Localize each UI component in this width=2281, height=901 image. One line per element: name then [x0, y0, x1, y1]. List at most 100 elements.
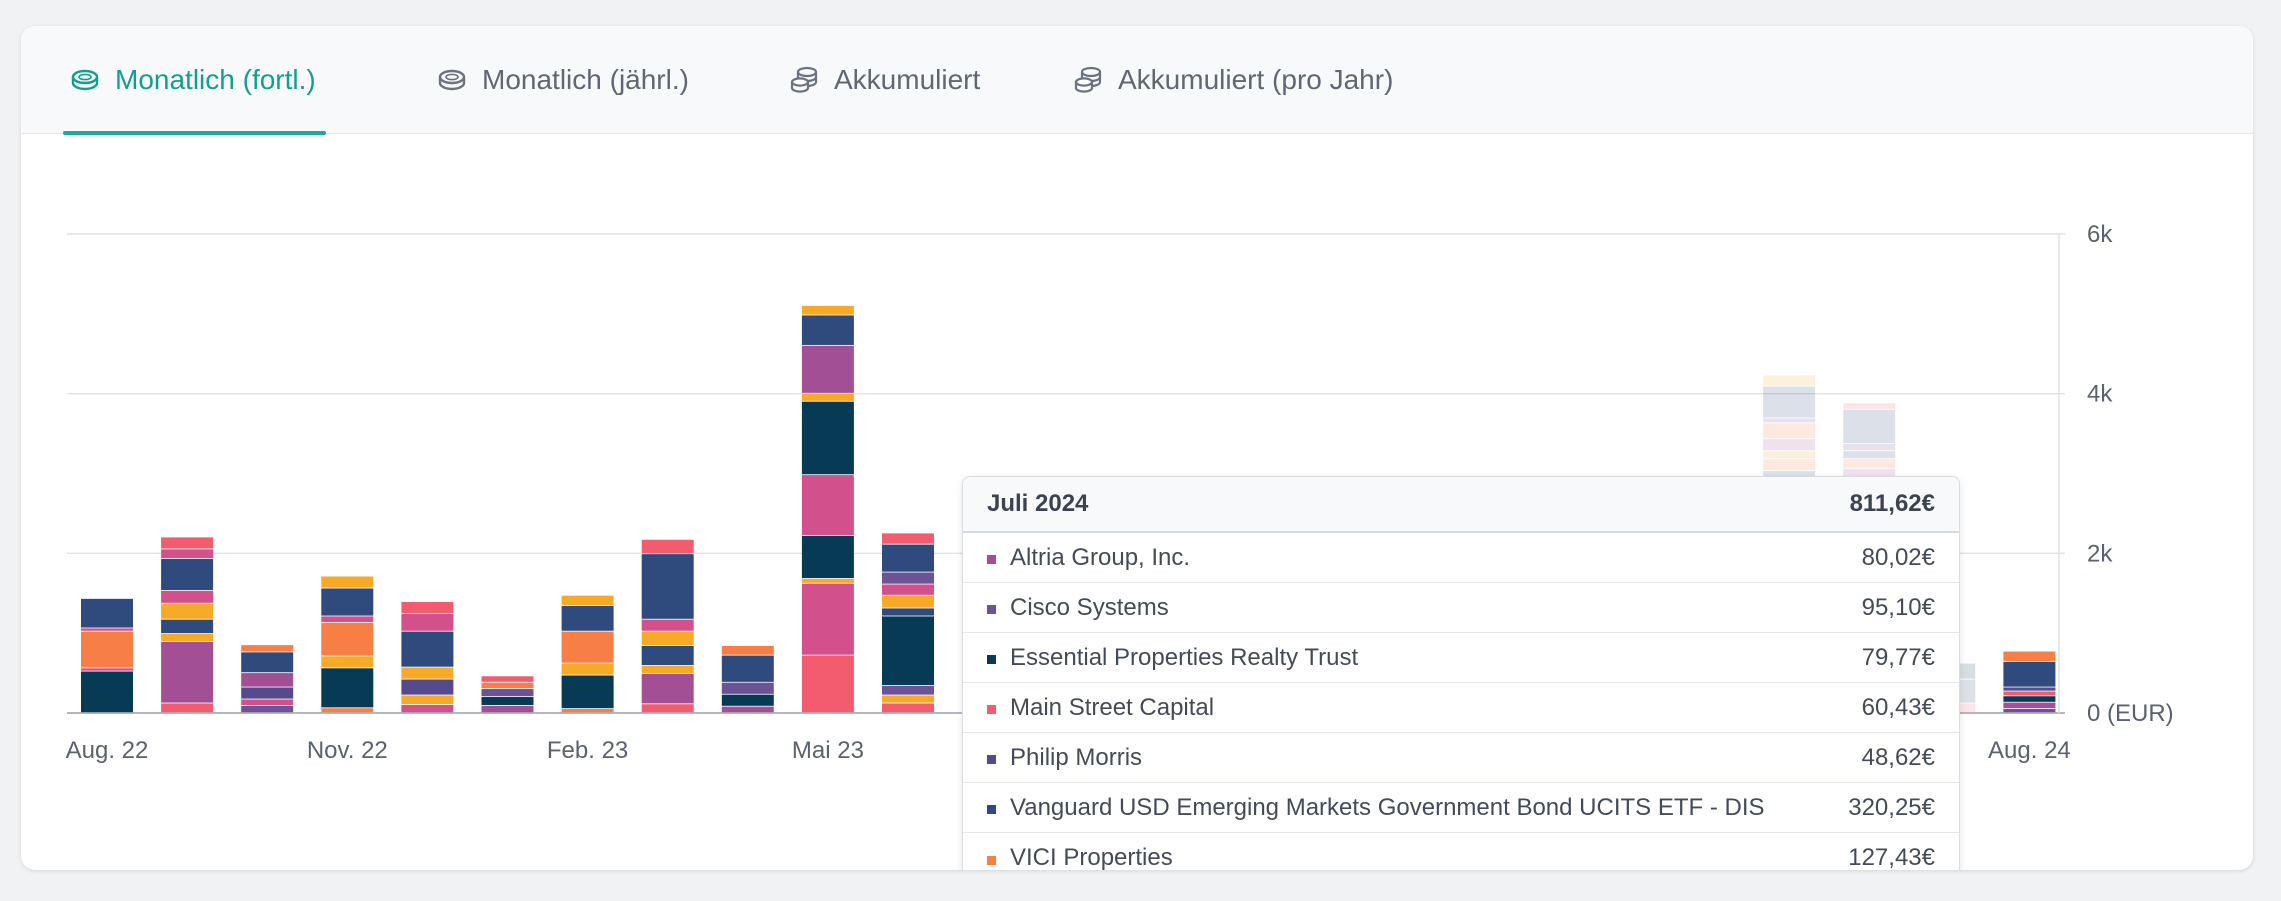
tooltip-row-name: Main Street Capital	[1010, 693, 1215, 721]
bar-segment	[241, 687, 294, 699]
y-tick-label: 0 (EUR)	[2087, 700, 2174, 727]
tooltip-row-value: 48,62€	[1861, 743, 1935, 771]
bar-segment	[1763, 386, 1816, 418]
bar-segment	[882, 703, 934, 713]
bar-segment	[321, 668, 374, 708]
bar-stack	[481, 676, 534, 713]
bar-segment	[801, 305, 854, 315]
bar-segment	[801, 535, 854, 579]
bar-segment	[1763, 451, 1816, 459]
bar-stack	[721, 645, 774, 713]
tooltip-row: Cisco Systems 95,10€	[963, 583, 1959, 633]
bar-segment	[561, 631, 614, 663]
bar-segment	[481, 697, 534, 706]
dividend-card: Monatlich (fortl.) Monatlich (jährl.) Ak…	[21, 26, 2253, 870]
tab-akkumuliert-pro-jahr[interactable]: Akkumuliert (pro Jahr)	[1072, 26, 1393, 134]
bar-segment	[721, 694, 774, 706]
bar-segment	[641, 554, 694, 619]
bar-stack	[801, 305, 854, 713]
legend-swatch	[987, 855, 996, 865]
bar-segment	[882, 595, 934, 608]
tooltip-row-name: VICI Properties	[1010, 844, 1173, 870]
tooltip-row-value: 80,02€	[1861, 543, 1935, 571]
bar-stack	[641, 539, 694, 713]
bar-segment	[241, 699, 294, 706]
bar-segment	[161, 590, 214, 603]
tooltip-row: Philip Morris 48,62€	[963, 733, 1959, 783]
tab-bar: Monatlich (fortl.) Monatlich (jährl.) Ak…	[21, 26, 2253, 135]
tooltip-row-name: Philip Morris	[1010, 743, 1143, 771]
bar-segment	[1843, 468, 1896, 481]
bar-segment	[1763, 423, 1816, 439]
tab-monatlich-fortl[interactable]: Monatlich (fortl.)	[63, 26, 326, 135]
bar-segment	[321, 708, 374, 713]
bar-segment	[481, 705, 534, 713]
legend-swatch	[987, 705, 996, 714]
tooltip-row-value: 320,25€	[1848, 793, 1935, 821]
y-tick-label: 4k	[2087, 381, 2113, 408]
bar-segment	[321, 576, 374, 588]
bar-segment	[1763, 375, 1816, 386]
x-tick-label: Mai 23	[792, 737, 864, 764]
bar-segment	[721, 645, 774, 655]
legend-swatch	[987, 605, 996, 614]
tooltip-row: VICI Properties 127,43€	[963, 833, 1959, 870]
x-tick-label: Feb. 23	[547, 737, 628, 764]
bar-segment	[2003, 696, 2056, 702]
bar-segment	[641, 704, 694, 713]
tab-akkumuliert[interactable]: Akkumuliert	[788, 26, 980, 134]
legend-swatch	[987, 805, 996, 814]
tab-label: Akkumuliert (pro Jahr)	[1118, 64, 1394, 95]
bar-segment	[481, 689, 534, 697]
bar-stack	[321, 576, 374, 713]
bar-segment	[481, 682, 534, 689]
x-tick-label: Aug. 22	[66, 737, 149, 764]
bar-segment	[882, 685, 934, 695]
bar-segment	[882, 533, 934, 544]
bar-segment	[641, 673, 694, 704]
tooltip-header: Juli 2024 811,62€	[963, 477, 1959, 533]
tab-label: Monatlich (jährl.)	[482, 64, 689, 95]
bar-segment	[81, 668, 133, 671]
bar-segment	[721, 682, 774, 694]
bar-segment	[2003, 702, 2056, 709]
bar-segment	[321, 616, 374, 622]
tooltip-row-name: Essential Properties Realty Trust	[1010, 643, 1359, 671]
chart-tooltip: Juli 2024 811,62€ Altria Group, Inc. 80,…	[962, 476, 1960, 870]
bar-segment	[801, 315, 854, 345]
bar-segment	[2003, 687, 2056, 691]
bar-segment	[161, 619, 214, 634]
bar-segment	[81, 631, 133, 668]
bar-segment	[1843, 403, 1896, 409]
bar-segment	[401, 695, 454, 705]
coin-icon	[71, 69, 99, 91]
bar-stack	[241, 645, 294, 713]
bar-segment	[241, 673, 294, 687]
bar-segment	[401, 614, 454, 631]
bar-segment	[561, 675, 614, 709]
tooltip-row-name: Altria Group, Inc.	[1010, 543, 1191, 571]
bar-stack	[882, 533, 934, 713]
bar-segment	[882, 572, 934, 584]
bar-segment	[561, 709, 614, 713]
bar-segment	[401, 667, 454, 679]
bar-segment	[2003, 709, 2056, 713]
bar-segment	[561, 595, 614, 606]
bar-segment	[561, 663, 614, 675]
bar-segment	[321, 622, 374, 656]
bar-segment	[1843, 409, 1896, 444]
bar-segment	[882, 616, 934, 686]
bar-segment	[321, 588, 374, 616]
tooltip-total: 811,62€	[1849, 490, 1935, 517]
bar-segment	[81, 671, 133, 713]
bar-segment	[401, 679, 454, 695]
legend-swatch	[987, 555, 996, 564]
bar-segment	[641, 645, 694, 666]
bar-segment	[401, 705, 454, 713]
bar-segment	[481, 676, 534, 682]
tab-monatlich-jaehrl[interactable]: Monatlich (jährl.)	[436, 26, 689, 134]
bar-segment	[1763, 439, 1816, 451]
y-tick-label: 2k	[2087, 540, 2113, 567]
x-tick-label: Aug. 24	[1988, 737, 2071, 764]
legend-swatch	[987, 755, 996, 764]
